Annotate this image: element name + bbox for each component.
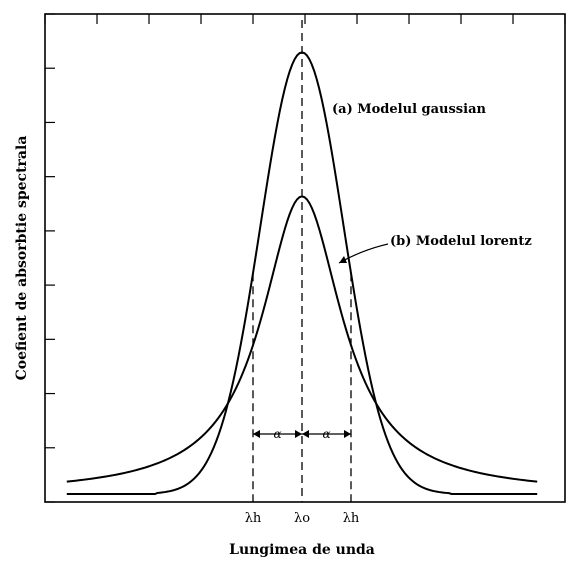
left-arrow-inner [277, 430, 302, 438]
lorentz-label: (b) Modelul lorentz [390, 234, 532, 249]
gaussian-label: (a) Modelul gaussian [332, 102, 486, 117]
gaussian-curve [66, 51, 538, 495]
half-width-markers [252, 20, 352, 502]
lorentz-curve [66, 195, 538, 483]
left-arrow-outer [253, 430, 278, 438]
y-axis-title: Coefient de absorbtie spectrala [14, 136, 30, 381]
top-ticks [44, 14, 566, 24]
right-arrow-outer [326, 430, 351, 438]
left-ticks [45, 13, 55, 503]
right-arrow-inner [302, 430, 327, 438]
x-tick-labels: λh λo λh [245, 511, 360, 526]
x-axis-title: Lungimea de unda [229, 542, 375, 558]
right-alpha-label: α [322, 427, 330, 441]
left-alpha-label: α [273, 427, 281, 441]
x-tick-label: λh [343, 511, 360, 526]
x-tick-label: λo [294, 511, 310, 526]
x-tick-label: λh [245, 511, 262, 526]
curves-layer [66, 51, 538, 495]
plot-frame [44, 13, 566, 503]
lorentz-pointer-arrowhead [339, 256, 347, 263]
